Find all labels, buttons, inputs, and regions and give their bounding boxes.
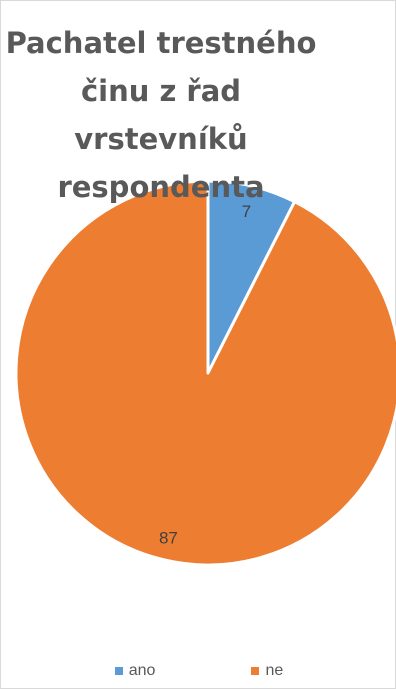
- pie-data-labels: 7 87: [159, 202, 251, 548]
- legend-item-ano: ano: [114, 662, 156, 680]
- legend-label-ano: ano: [128, 662, 156, 679]
- pie-chart: 7 87: [14, 179, 396, 567]
- pie-slice-ne: [14, 179, 396, 567]
- legend: ano ne: [1, 662, 396, 680]
- legend-label-ne: ne: [265, 662, 284, 679]
- data-label-ne: 87: [159, 529, 178, 548]
- pie-slices: [14, 179, 396, 567]
- legend-swatch-ano: [114, 667, 123, 675]
- legend-item-ne: ne: [251, 662, 283, 680]
- legend-swatch-ne: [251, 667, 260, 675]
- data-label-ano: 7: [242, 202, 251, 221]
